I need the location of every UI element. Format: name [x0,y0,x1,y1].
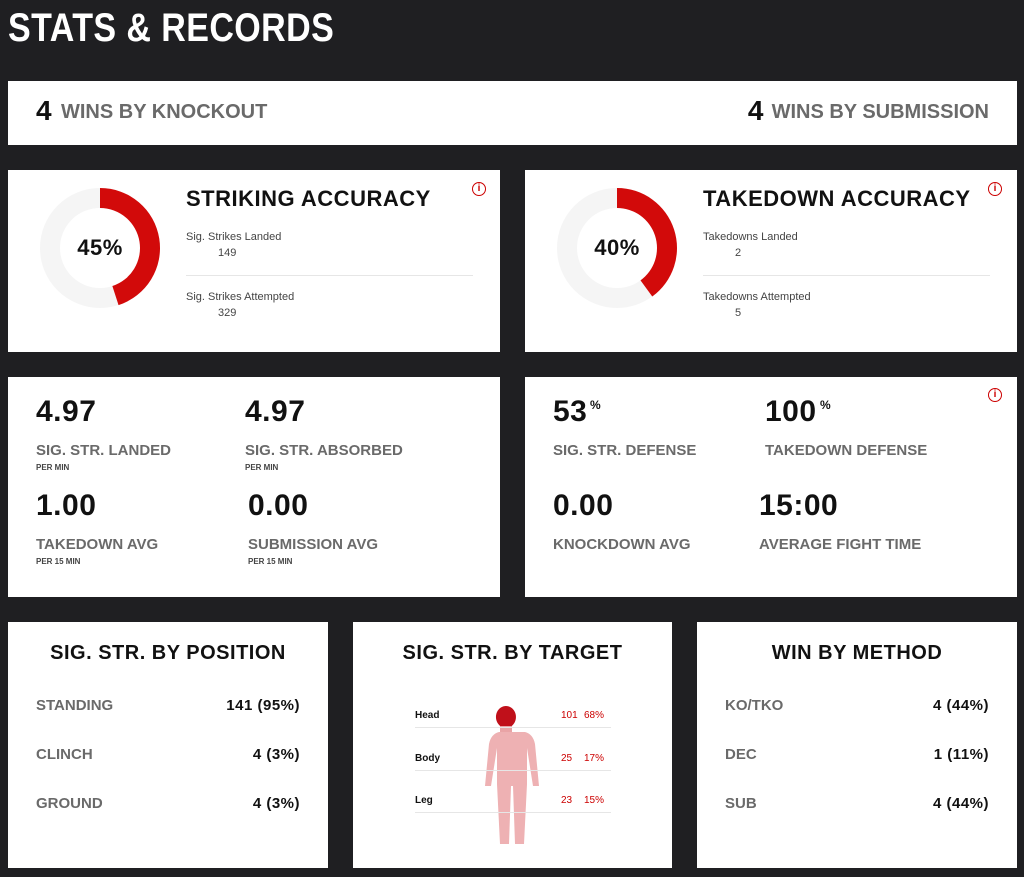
donut-label: 40% [594,235,640,260]
position-card: SIG. STR. BY POSITION STANDING 141 (95%) CL… [8,622,328,868]
stat-value: 1.00 [36,489,97,522]
row-value: 4 (3%) [252,746,300,763]
accuracy-card: i 45% STRIKING ACCURACY Sig. Strikes Landed… [8,170,500,352]
page-title: STATS & RECORDS [8,6,335,50]
row-value: 4 (44%) [932,795,989,812]
stat-value: 329 [218,307,237,319]
card-title: TAKEDOWN ACCURACY [703,186,971,211]
row-share: 17% [584,753,605,764]
stat-label: Takedowns Attempted [703,291,811,303]
row-label: Leg [415,795,433,806]
wins-count: 4 [36,95,53,126]
row-label: KO/TKO [725,697,784,714]
donut [557,188,677,308]
stat-value: 0.00 [248,489,309,522]
row-label: CLINCH [36,746,93,763]
row-label: DEC [725,746,757,763]
row-count: 23 [561,795,573,806]
stat-unit: % [820,398,832,412]
row-value: 1 (11%) [933,746,989,763]
body-figure [485,706,539,844]
wins-count: 4 [747,95,764,126]
averages-card: 4.97 SIG. STR. LANDED PER MIN 4.97 SIG. STR.… [8,377,500,597]
separator [703,275,990,276]
row-value: 4 (3%) [252,795,300,812]
donut-label: 45% [77,235,123,260]
stat-label: TAKEDOWN AVG [36,536,159,553]
accuracy-card: i 40% TAKEDOWN ACCURACY Takedowns Landed 2 Ta… [525,170,1017,352]
method-card: WIN BY METHOD KO/TKO 4 (44%) DEC 1 (11%) SUB 4… [697,622,1017,868]
stat-label: Sig. Strikes Landed [186,231,282,243]
stat-value: 15:00 [759,489,839,522]
card-title: SIG. STR. BY POSITION [50,642,286,664]
stat-note: PER MIN [245,463,279,472]
row-label: Body [415,753,440,764]
stat-label: SUBMISSION AVG [248,536,379,553]
card-title: WIN BY METHOD [771,642,943,664]
row-value: 4 (44%) [932,697,989,714]
card-title: STRIKING ACCURACY [186,186,431,211]
stat-value: 4.97 [36,395,97,428]
stat-label: SIG. STR. DEFENSE [553,442,697,459]
stat-note: PER MIN [36,463,70,472]
info-icon[interactable]: i [472,182,486,196]
row-count: 101 [561,710,578,721]
stat-note: PER 15 MIN [36,557,81,566]
wins-label: WINS BY KNOCKOUT [61,101,268,123]
stat-label: SIG. STR. ABSORBED [245,442,403,459]
target-card: SIG. STR. BY TARGET Head 101 68% Body 25 17% Le… [353,622,672,868]
stat-label: Sig. Strikes Attempted [186,291,295,303]
info-icon[interactable]: i [988,388,1002,402]
stat-label: Takedowns Landed [703,231,798,243]
stat-value: 2 [735,247,742,259]
row-share: 68% [584,710,605,721]
donut [40,188,160,308]
info-icon[interactable]: i [988,182,1002,196]
stat-value: 5 [735,307,742,319]
stat-unit: % [590,398,602,412]
stat-value: 4.97 [245,395,306,428]
stat-value: 149 [218,247,237,259]
stat-note: PER 15 MIN [248,557,293,566]
row-value: 141 (95%) [226,697,300,714]
defense-card: i 53% SIG. STR. DEFENSE 100% TAKEDOWN DEFENS… [525,377,1017,597]
card-title: SIG. STR. BY TARGET [402,642,623,664]
separator [186,275,473,276]
wins-label: WINS BY SUBMISSION [771,101,989,123]
row-label: GROUND [36,795,103,812]
row-label: STANDING [36,697,114,714]
wins-bar: 4 WINS BY KNOCKOUT WINS BY SUBMISSION 4 [8,81,1017,145]
separator [415,727,611,728]
row-share: 15% [584,795,605,806]
stat-label: AVERAGE FIGHT TIME [759,536,922,553]
stat-label: TAKEDOWN DEFENSE [765,442,928,459]
separator [415,812,611,813]
row-label: Head [415,710,440,721]
stat-value: 100 [765,395,817,428]
stat-value: 0.00 [553,489,614,522]
row-label: SUB [725,795,757,812]
stat-label: KNOCKDOWN AVG [553,536,691,553]
donut-arc [100,188,160,306]
row-count: 25 [561,753,573,764]
stat-value: 53 [553,395,588,428]
separator [415,770,611,771]
donut-arc [617,188,677,297]
stat-label: SIG. STR. LANDED [36,442,172,459]
